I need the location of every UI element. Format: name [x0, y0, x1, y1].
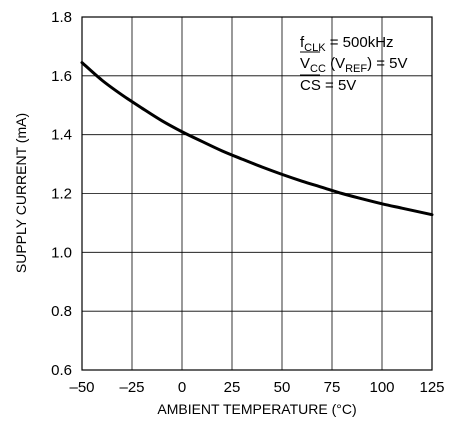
x-tick-label: –50: [69, 379, 94, 396]
x-tick-label: 25: [224, 379, 241, 396]
x-tick-label: 125: [419, 379, 444, 396]
x-tick-label: –25: [119, 379, 144, 396]
y-tick-labels: 0.6 0.8 1.0 1.2 1.4 1.6 1.8: [51, 9, 72, 379]
y-tick-label: 1.4: [51, 127, 72, 144]
y-tick-label: 1.8: [51, 9, 72, 26]
y-axis-label: SUPPLY CURRENT (mA): [13, 113, 29, 273]
grid: [82, 17, 432, 370]
series-layer: [80, 61, 434, 217]
x-tick-label: 50: [274, 379, 291, 396]
y-tick-label: 0.6: [51, 362, 72, 379]
x-axis-label: AMBIENT TEMPERATURE (°C): [157, 401, 356, 417]
y-tick-label: 1.0: [51, 244, 72, 261]
annotation-fclk: fCLK = 500kHz: [300, 34, 394, 54]
y-tick-label: 1.6: [51, 68, 72, 85]
annotation-vcc: VCC (VREF) = 5V: [300, 55, 408, 75]
annotation-cs: CS = 5V: [300, 77, 356, 94]
annotation-box: fCLK = 500kHz VCC (VREF) = 5V CS = 5V: [300, 34, 408, 94]
y-tick-label: 0.8: [51, 303, 72, 320]
x-tick-labels: –50 –25 0 25 50 75 100 125: [69, 379, 444, 396]
supply-current-curve: [80, 61, 434, 217]
plot-frame: [81, 16, 433, 371]
x-tick-label: 75: [324, 379, 341, 396]
y-tick-label: 1.2: [51, 186, 72, 203]
x-tick-label: 0: [178, 379, 186, 396]
x-tick-label: 100: [369, 379, 394, 396]
